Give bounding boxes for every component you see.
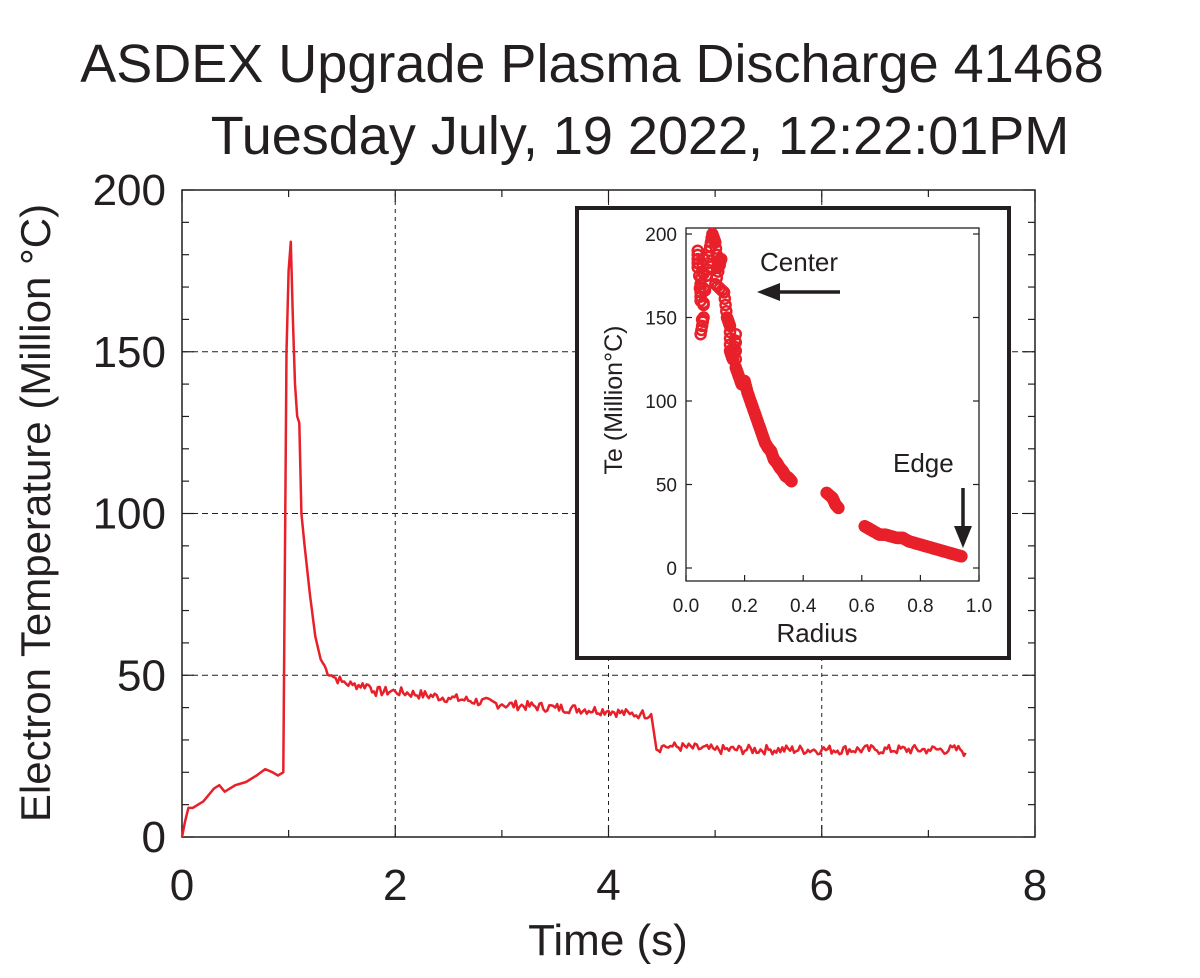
center-arrow xyxy=(757,283,840,301)
inset-scatter-point xyxy=(700,263,714,276)
main-x-tick-labels: 0 2 4 6 8 xyxy=(170,861,1047,910)
inset-scatter-point xyxy=(698,284,712,297)
inset-y-tick-label: 150 xyxy=(645,309,677,330)
inset-scatter-point xyxy=(722,317,736,331)
inset-x-tick-labels: 0.0 0.2 0.4 0.6 0.8 1.0 xyxy=(673,596,992,617)
inset-scatter-point xyxy=(713,282,726,295)
main-y-tick-label: 0 xyxy=(142,813,166,862)
inset-box xyxy=(575,206,1011,660)
inset-scatter-point xyxy=(729,344,743,358)
main-plot-area xyxy=(181,189,1036,838)
inset-x-tick-label: 1.0 xyxy=(966,596,992,617)
inset-y-tick-label: 50 xyxy=(656,476,677,497)
edge-arrow xyxy=(954,488,972,548)
inset-plot-area xyxy=(685,227,980,582)
inset-scatter-point xyxy=(708,234,721,247)
inset-y-tick-labels: 0 50 100 150 200 xyxy=(645,225,677,580)
center-annotation: Center xyxy=(760,247,838,277)
main-series-line xyxy=(180,240,967,838)
inset-scatter-point xyxy=(691,244,704,257)
main-y-tick-label: 100 xyxy=(93,490,166,539)
inset-scatter-point xyxy=(718,292,732,305)
main-y-tick-labels: 0 50 100 150 200 xyxy=(93,166,166,862)
inset-scatter-point xyxy=(953,549,967,563)
edge-annotation: Edge xyxy=(893,448,954,478)
main-x-tick-label: 2 xyxy=(383,861,407,910)
inset-scatter-point xyxy=(697,298,710,312)
inset-scatter-point xyxy=(695,313,709,326)
main-x-axis-label: Time (s) xyxy=(528,916,688,965)
chart-title: ASDEX Upgrade Plasma Discharge 41468 xyxy=(80,34,1104,94)
inset-scatter-point xyxy=(709,242,723,255)
inset-y-tick-label: 100 xyxy=(645,392,677,413)
inset-y-tick-label: 0 xyxy=(666,559,677,580)
inset-scatter-point xyxy=(713,259,726,272)
inset-y-axis-label: Te (Million°C) xyxy=(600,326,628,475)
inset-x-tick-label: 0.0 xyxy=(673,596,699,617)
inset-x-tick-label: 0.4 xyxy=(790,596,817,617)
main-y-tick-label: 200 xyxy=(93,166,166,215)
main-x-tick-label: 8 xyxy=(1023,861,1047,910)
inset-scatter-point xyxy=(719,298,732,312)
inset-x-axis-label: Radius xyxy=(777,618,858,648)
main-y-axis-label: Electron Temperature (Million °C) xyxy=(12,204,59,822)
inset-scatter-point xyxy=(711,265,725,278)
inset-x-tick-label: 0.8 xyxy=(907,596,933,617)
inset-scatter-point xyxy=(691,248,704,262)
main-y-tick-label: 50 xyxy=(117,651,166,700)
inset-scatter-point xyxy=(729,336,743,349)
inset-scatter-points xyxy=(691,227,968,563)
inset-y-tick-label: 200 xyxy=(645,225,677,246)
chart-subtitle: Tuesday July, 19 2022, 12:22:01PM xyxy=(210,106,1070,166)
main-x-tick-label: 0 xyxy=(170,861,194,910)
main-x-tick-label: 6 xyxy=(810,861,834,910)
inset-tick-marks xyxy=(685,233,980,581)
main-y-tick-label: 150 xyxy=(93,328,166,377)
inset-x-tick-label: 0.6 xyxy=(849,596,875,617)
inset-scatter-point xyxy=(784,474,797,487)
inset-x-tick-label: 0.2 xyxy=(731,596,757,617)
inset-scatter-point xyxy=(831,500,844,514)
main-x-tick-label: 4 xyxy=(596,861,620,910)
